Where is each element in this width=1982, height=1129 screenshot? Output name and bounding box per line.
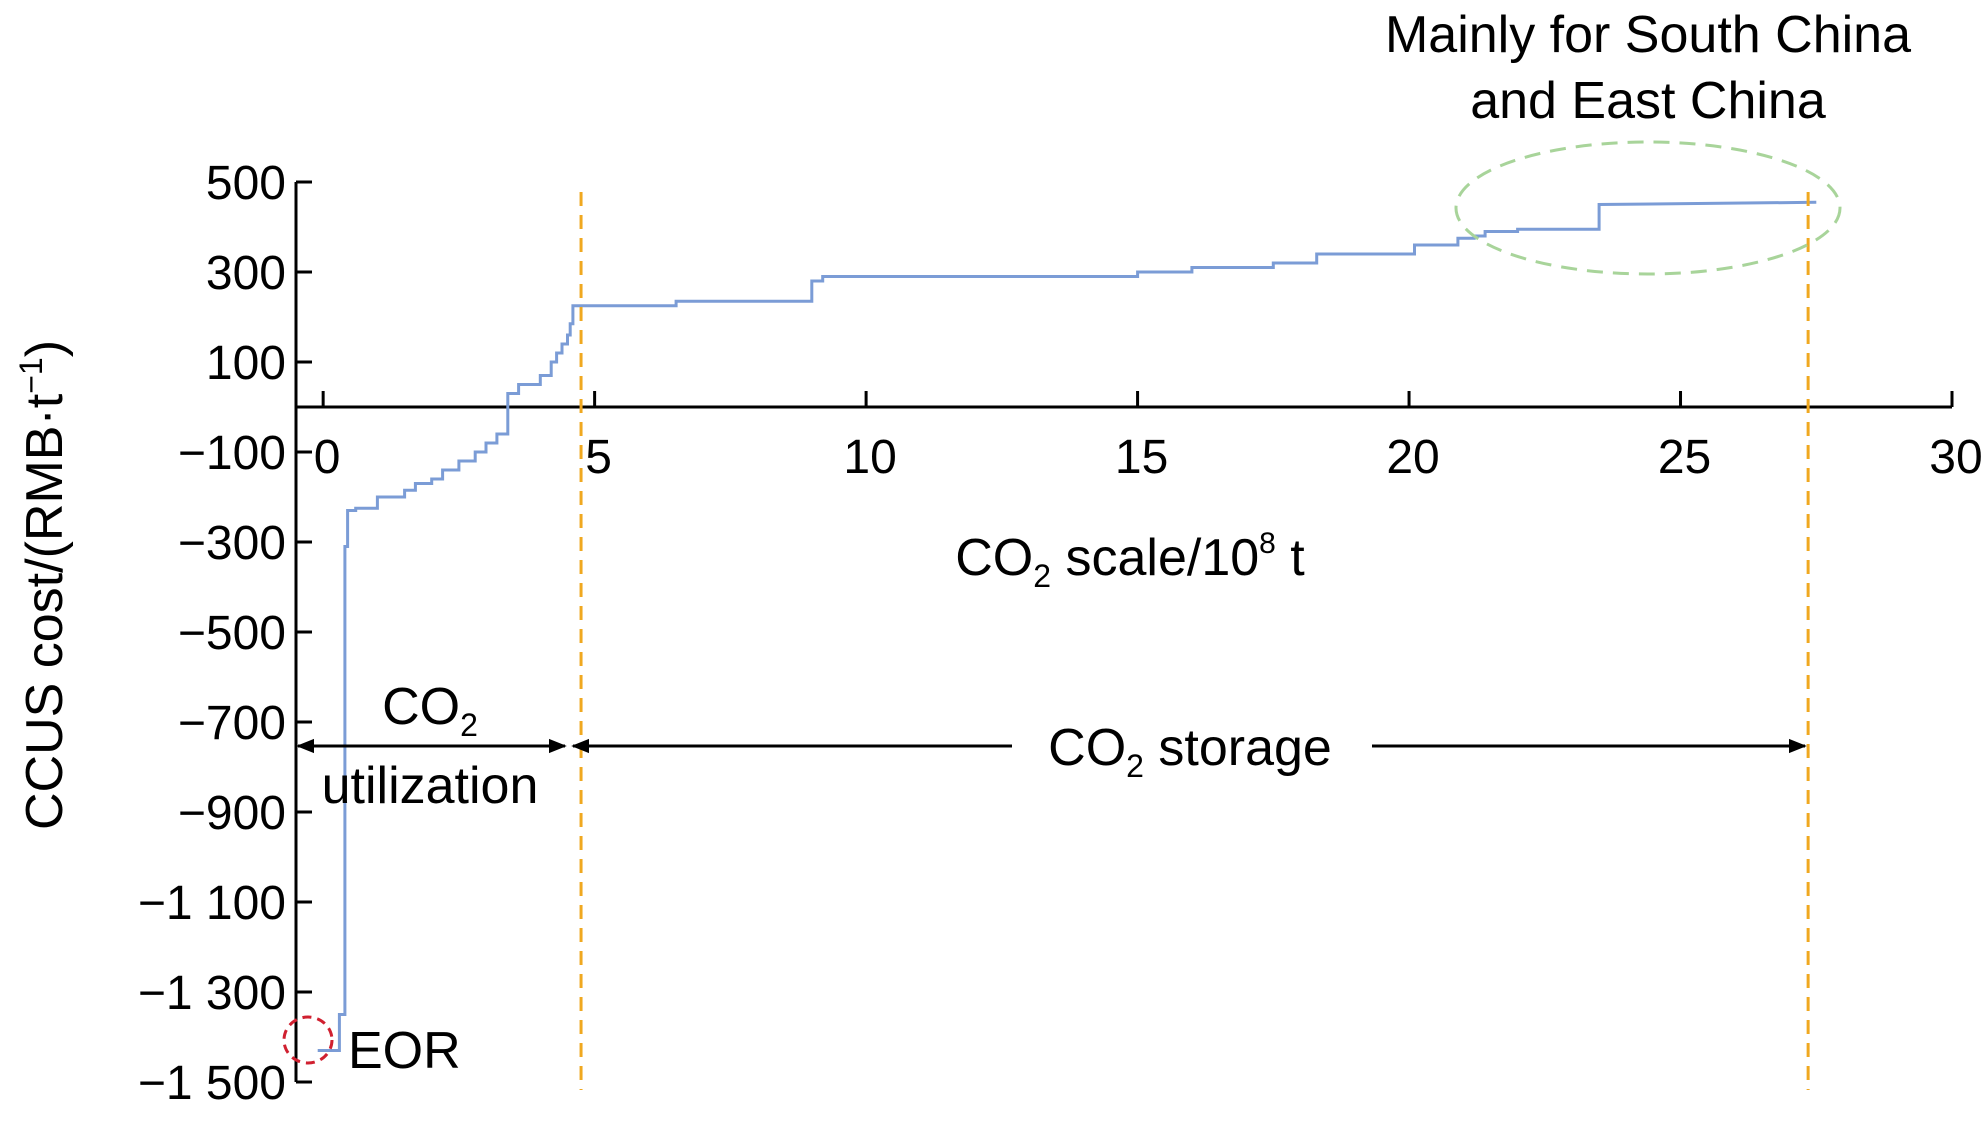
utilization-label-bg [368, 678, 494, 728]
x-tick-label: 25 [1658, 431, 1711, 484]
x-tick-label: 20 [1386, 431, 1439, 484]
y-tick-label: −100 [178, 427, 286, 480]
region-note-line1: Mainly for South China [1385, 6, 1911, 64]
x-tick-label: 30 [1929, 431, 1982, 484]
x-axis-title-sub: 2 [1033, 558, 1051, 594]
utilization-label-text: utilization [322, 757, 539, 815]
utilization-label-co2: CO2 [382, 678, 478, 743]
x-axis-title: CO2 scale/108 t [955, 527, 1305, 594]
y-tick-label: −300 [178, 517, 286, 570]
y-tick-label: −1 500 [138, 1057, 286, 1110]
y-tick-label: −1 100 [138, 877, 286, 930]
x-axis-title-sup: 8 [1259, 527, 1276, 560]
series-line [317, 200, 1817, 1052]
y-tick-label: 500 [206, 157, 286, 210]
storage-label-bg [1012, 718, 1372, 776]
storage-label: CO2 storage [1048, 719, 1332, 784]
x-tick-label: 0 [314, 431, 341, 484]
x-tick-label: 5 [585, 431, 612, 484]
y-tick-label: 100 [206, 337, 286, 390]
utilization-label-co2-sub: 2 [460, 707, 478, 743]
y-axis-title: CCUS cost/(RMB·t−1) [13, 340, 74, 830]
series-layer [317, 200, 1817, 1052]
x-axis: 0 5 10 15 20 25 30 [296, 391, 1982, 484]
y-tick-label: −900 [178, 787, 286, 840]
x-tick-label: 15 [1115, 431, 1168, 484]
x-tick-label: 10 [843, 431, 896, 484]
eor-circle [282, 1015, 334, 1065]
y-tick-label: 300 [206, 247, 286, 300]
region-ellipse [1454, 140, 1842, 276]
region-note-line2: and East China [1470, 72, 1826, 130]
y-axis-title-sup: −1 [13, 357, 49, 393]
storage-label-sub: 2 [1126, 748, 1144, 784]
y-tick-label: −500 [178, 607, 286, 660]
y-tick-label: −700 [178, 697, 286, 750]
y-axis: 500 300 100 −100 −300 −500 −700 −900 −1 100 −1 30… [138, 157, 312, 1110]
boundary-layer [579, 192, 1810, 1090]
y-tick-label: −1 300 [138, 967, 286, 1020]
eor-label: EOR [348, 1022, 461, 1080]
